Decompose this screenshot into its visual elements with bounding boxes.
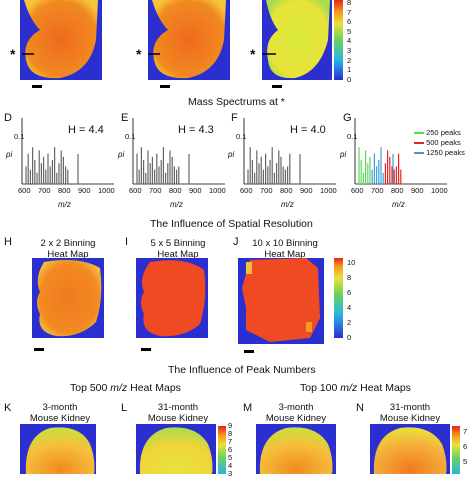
heatmap-a-kidney [24,0,98,79]
legend-item-250: 250 peaks [414,128,465,138]
x-tick-label: 900 [300,186,313,195]
xlabel-e: m/z [170,200,183,209]
scale-bar-j [244,350,254,353]
xlabel-g: m/z [392,200,405,209]
panel-letter-d: D [4,112,12,124]
bottom-colorbar-1 [218,426,226,474]
panel-letter-e: E [121,112,129,124]
bottom-label-k: 3-month Mouse Kidney [29,402,91,424]
binning-heatmaps [32,258,343,353]
x-tick-label: 600 [18,186,31,195]
panel-letter-m: M [243,402,253,414]
x-tick-label: 800 [391,186,404,195]
ytick-f: 0.1 [236,132,247,141]
heatmap-b-kidney [152,0,226,79]
panel-letter-j: J [233,236,239,248]
legend-item-500: 500 peaks [414,138,465,148]
bottom-colorbar-2 [452,426,460,474]
star-b: * [136,46,142,62]
x-tick-label: 1000 [209,186,226,195]
x-tick-label: 1000 [98,186,115,195]
top-colorbar-ticks: 8 7 6 5 4 3 2 1 0 [347,0,352,84]
legend-g: 250 peaks 500 peaks 1250 peaks [414,128,465,158]
heatmap-h-kidney [37,260,102,337]
mid-colorbar-ticks: 10 8 6 4 2 0 [347,258,356,342]
spectra-plots [21,118,447,185]
binning-label-j: 10 x 10 Binning Heat Map [252,238,318,260]
binning-label-i: 5 x 5 Binning Heat Map [150,238,206,260]
x-tick-label: 900 [189,186,202,195]
top500-title: Top 500 m/z Heat Maps [70,382,181,394]
bottom-label-l: 31-month Mouse Kidney [147,402,209,424]
star-c: * [250,46,256,62]
h-value-e: H = 4.3 [178,124,214,136]
heatmap-j-edge-2 [306,322,312,332]
legend-swatch-1250 [414,152,424,155]
bottom-heatmaps [20,424,460,474]
ytick-e: 0.1 [125,132,136,141]
xlabel-f: m/z [281,200,294,209]
bottom-colorbar-1-ticks: 9 8 7 6 5 4 3 [228,421,233,478]
heatmap-n-kidney [373,427,447,474]
spectra-title: Mass Spectrums at * [188,96,285,108]
x-tick-label: 1000 [431,186,448,195]
x-tick-label: 800 [280,186,293,195]
panel-letter-g: G [343,112,352,124]
x-tick-label: 600 [129,186,142,195]
ylabel-f: pi [228,150,235,159]
star-a: * [10,46,16,62]
top-colorbar [334,0,343,80]
legend-item-1250: 1250 peaks [414,148,465,158]
x-tick-label: 700 [260,186,273,195]
x-tick-label: 700 [38,186,51,195]
heatmap-l-kidney [139,427,213,474]
top100-title: Top 100 m/z Heat Maps [300,382,411,394]
heatmap-j-edge-1 [246,262,252,274]
x-tick-label: 900 [411,186,424,195]
legend-swatch-500 [414,142,424,145]
ylabel-g: pi [340,150,347,159]
scale-bar-c [272,85,282,88]
x-tick-label: 600 [351,186,364,195]
h-value-d: H = 4.4 [68,124,104,136]
panel-letter-k: K [4,402,12,414]
ylabel-d: pi [6,150,13,159]
top-heatmaps [20,0,343,88]
scale-bar-a [32,85,42,88]
heatmap-c-kidney [266,0,330,79]
heatmap-m-kidney [259,427,333,474]
x-tick-label: 700 [371,186,384,195]
x-tick-label: 900 [78,186,91,195]
x-tick-label: 700 [149,186,162,195]
heatmap-j-kidney [242,258,320,342]
spatial-title: The Influence of Spatial Resolution [150,218,313,230]
x-tick-label: 800 [169,186,182,195]
peak-title: The Influence of Peak Numbers [168,364,316,376]
legend-swatch-250 [414,132,424,135]
ytick-g: 0.1 [347,132,358,141]
binning-label-h: 2 x 2 Binning Heat Map [40,238,96,260]
scale-bar-i [141,348,151,351]
bottom-label-m: 3-month Mouse Kidney [265,402,327,424]
heatmap-k-kidney [25,427,95,474]
ytick-d: 0.1 [14,132,25,141]
ylabel-e: pi [118,150,125,159]
mid-colorbar [334,258,343,338]
xlabel-d: m/z [58,200,71,209]
panel-letter-l: L [121,402,128,414]
panel-letter-h: H [4,236,12,248]
panel-letter-n: N [356,402,364,414]
h-value-f: H = 4.0 [290,124,326,136]
scale-bar-h [34,348,44,351]
scale-bar-b [160,85,170,88]
x-tick-label: 800 [58,186,71,195]
panel-letter-f: F [231,112,238,124]
bottom-colorbar-2-ticks: 7 6 5 [463,427,468,466]
x-tick-label: 1000 [320,186,337,195]
panel-letter-i: I [125,236,129,248]
bottom-label-n: 31-month Mouse Kidney [379,402,441,424]
heatmap-i-kidney [141,260,206,337]
x-tick-label: 600 [240,186,253,195]
